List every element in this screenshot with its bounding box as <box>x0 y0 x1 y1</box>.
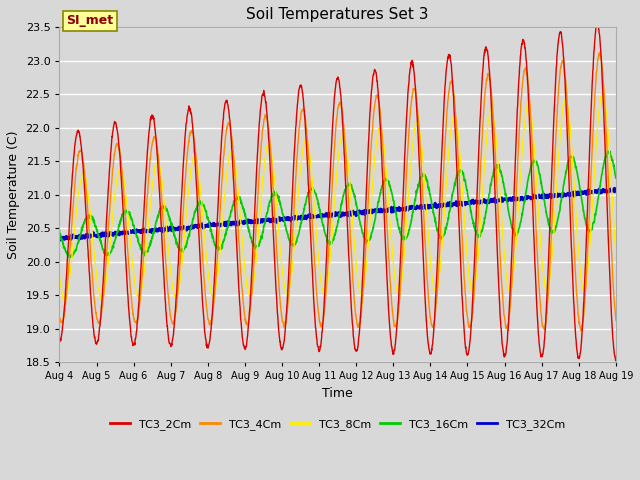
TC3_2Cm <box>84 245 92 251</box>
TC3_8Cm <box>312 219 319 225</box>
Line: TC3_8Cm: TC3_8Cm <box>60 93 616 300</box>
Y-axis label: Soil Temperature (C): Soil Temperature (C) <box>7 131 20 259</box>
TC3_4Cm <box>596 51 604 57</box>
TC3_2Cm <box>326 175 334 181</box>
TC3_4Cm <box>326 224 334 229</box>
TC3_4Cm <box>56 315 63 321</box>
TC3_16Cm <box>66 254 74 260</box>
TC3_32Cm <box>312 213 319 219</box>
TC3_8Cm <box>494 158 502 164</box>
TC3_32Cm <box>596 188 604 194</box>
TC3_16Cm <box>494 162 502 168</box>
TC3_4Cm <box>612 317 620 323</box>
TC3_16Cm <box>312 191 319 196</box>
TC3_32Cm <box>57 237 65 243</box>
TC3_2Cm <box>596 34 604 39</box>
TC3_16Cm <box>605 148 613 154</box>
TC3_32Cm <box>56 235 63 240</box>
TC3_2Cm <box>493 253 501 259</box>
TC3_4Cm <box>577 328 585 334</box>
TC3_32Cm <box>611 185 618 191</box>
TC3_16Cm <box>596 183 604 189</box>
Line: TC3_32Cm: TC3_32Cm <box>60 188 616 240</box>
TC3_2Cm <box>594 21 602 27</box>
TC3_8Cm <box>612 250 620 255</box>
TC3_32Cm <box>326 214 334 219</box>
Line: TC3_16Cm: TC3_16Cm <box>60 151 616 257</box>
TC3_8Cm <box>326 252 334 258</box>
TC3_8Cm <box>61 298 69 303</box>
TC3_16Cm <box>612 175 620 181</box>
TC3_16Cm <box>84 213 92 219</box>
Text: SI_met: SI_met <box>67 14 113 27</box>
Line: TC3_2Cm: TC3_2Cm <box>60 24 616 360</box>
TC3_8Cm <box>84 191 92 196</box>
Title: Soil Temperatures Set 3: Soil Temperatures Set 3 <box>246 7 429 22</box>
TC3_16Cm <box>56 228 63 233</box>
TC3_16Cm <box>326 241 334 247</box>
TC3_8Cm <box>599 90 607 96</box>
TC3_4Cm <box>493 197 501 203</box>
Legend: TC3_2Cm, TC3_4Cm, TC3_8Cm, TC3_16Cm, TC3_32Cm: TC3_2Cm, TC3_4Cm, TC3_8Cm, TC3_16Cm, TC3… <box>106 415 570 434</box>
TC3_32Cm <box>84 233 92 239</box>
TC3_2Cm <box>596 38 604 44</box>
TC3_4Cm <box>596 49 604 55</box>
TC3_32Cm <box>612 186 620 192</box>
TC3_8Cm <box>596 100 604 106</box>
Line: TC3_4Cm: TC3_4Cm <box>60 52 616 331</box>
TC3_2Cm <box>312 320 319 325</box>
TC3_8Cm <box>56 273 63 279</box>
TC3_2Cm <box>56 337 63 343</box>
TC3_4Cm <box>312 268 319 274</box>
TC3_16Cm <box>596 186 604 192</box>
TC3_2Cm <box>612 358 620 363</box>
TC3_8Cm <box>596 102 604 108</box>
TC3_32Cm <box>596 189 604 195</box>
X-axis label: Time: Time <box>323 387 353 400</box>
TC3_4Cm <box>596 52 604 58</box>
TC3_32Cm <box>494 198 502 204</box>
TC3_4Cm <box>84 209 92 215</box>
